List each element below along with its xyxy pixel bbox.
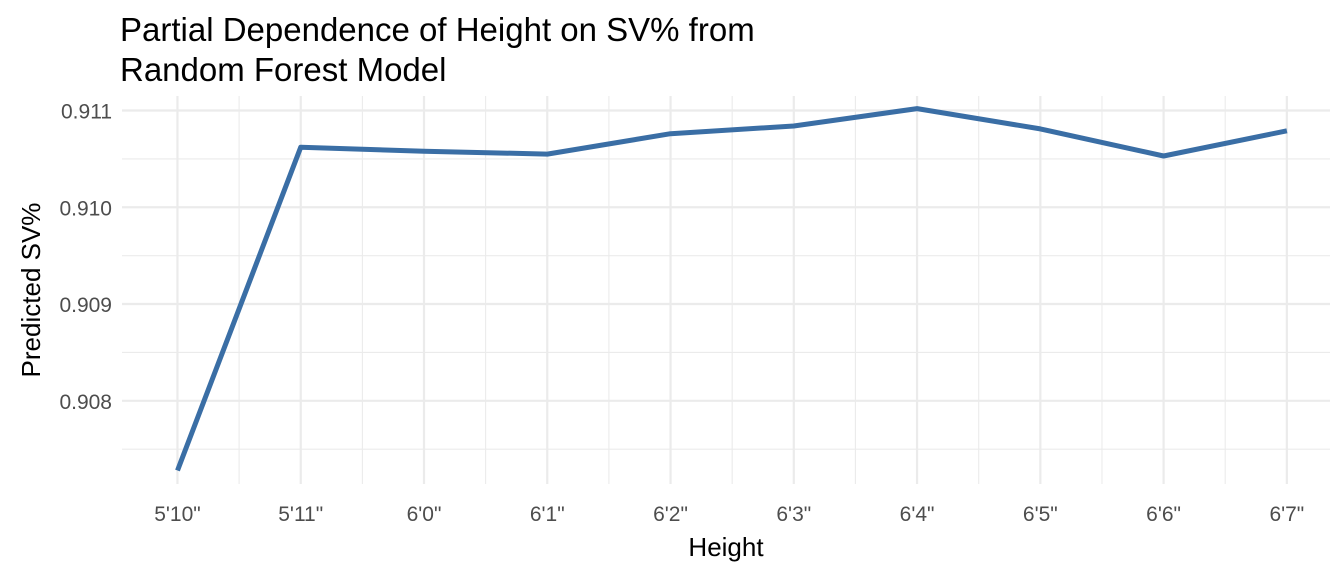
y-axis-title: Predicted SV% (16, 203, 46, 378)
x-tick-label: 6'2" (653, 503, 688, 526)
series-layer (175, 106, 1288, 472)
series-line (175, 106, 1288, 472)
y-tick-label: 0.909 (59, 294, 112, 317)
y-tick-label: 0.911 (61, 101, 112, 124)
x-tick-label: 6'5" (1023, 503, 1058, 526)
x-tick-label: 6'6" (1146, 503, 1181, 526)
major-gridlines-x (176, 96, 1288, 484)
x-tick-label: 6'0" (407, 503, 442, 526)
major-gridlines-y (122, 109, 1330, 402)
x-tick-label: 6'7" (1269, 503, 1304, 526)
minor-gridlines-x (238, 96, 1226, 484)
x-tick-label: 6'4" (900, 503, 935, 526)
chart-title-line-1: Partial Dependence of Height on SV% from (120, 11, 755, 48)
chart-title-line-2: Random Forest Model (120, 51, 447, 88)
y-tick-label: 0.910 (59, 197, 112, 220)
x-tick-label: 5'11" (278, 503, 323, 526)
x-tick-label: 6'1" (530, 503, 565, 526)
x-tick-label: 5'10" (154, 503, 201, 526)
y-tick-label: 0.908 (59, 391, 112, 414)
x-tick-labels: 5'10" 5'11" 6'0" 6'1" 6'2" 6'3" 6'4" 6'5" 6'6" 6'… (154, 503, 1304, 526)
y-tick-labels: 0.908 0.909 0.910 0.911 (59, 101, 112, 414)
x-tick-label: 6'3" (776, 503, 811, 526)
x-axis-title: Height (688, 532, 764, 562)
minor-gridlines-y (122, 158, 1330, 450)
chart-title: Partial Dependence of Height on SV% from… (120, 10, 755, 90)
